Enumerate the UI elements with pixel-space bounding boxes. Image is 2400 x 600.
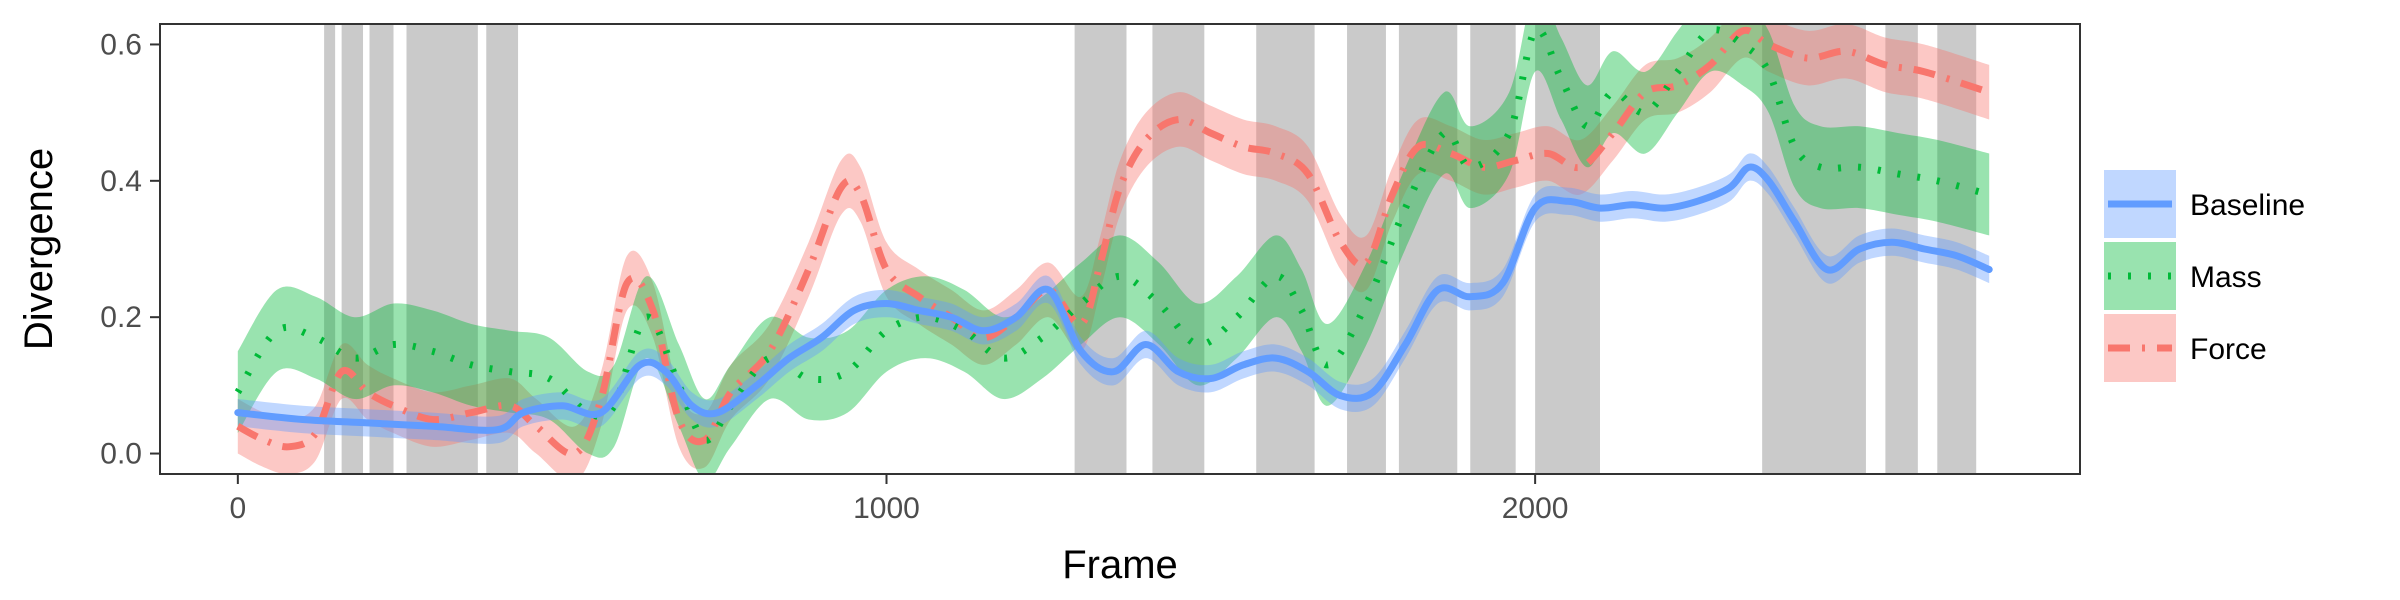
x-tick-label: 0 — [229, 492, 246, 525]
shaded-interval — [324, 24, 336, 474]
shaded-interval — [1470, 24, 1516, 474]
series-line-baseline — [234, 163, 1993, 434]
y-axis: 0.0 0.2 0.4 0.6 — [100, 28, 160, 471]
x-axis-title: Frame — [1062, 543, 1178, 587]
plot-panel-border — [159, 23, 2081, 475]
confidence-band-mass — [237, 24, 1990, 474]
shaded-interval — [486, 24, 519, 474]
shaded-interval — [1398, 24, 1458, 474]
legend-label-baseline: Baseline — [2190, 189, 2305, 222]
shaded-interval — [1152, 24, 1205, 474]
y-tick-label: 0.4 — [100, 165, 142, 198]
shaded-interval — [1256, 24, 1315, 474]
shaded-interval — [1937, 24, 1977, 474]
legend-label-mass: Mass — [2190, 261, 2262, 294]
x-axis: 0 1000 2000 — [229, 474, 1569, 525]
legend: Baseline Mass Force — [2104, 170, 2305, 382]
shaded-interval — [406, 24, 478, 474]
confidence-band-force — [237, 24, 1990, 474]
legend-label-force: Force — [2190, 333, 2267, 366]
y-tick-label: 0.2 — [100, 301, 142, 334]
y-axis-title: Divergence — [17, 148, 61, 350]
y-tick-label: 0.6 — [100, 28, 142, 61]
y-tick-label: 0.0 — [100, 438, 142, 471]
legend-key-mass — [2104, 242, 2176, 310]
x-tick-label: 2000 — [1502, 492, 1569, 525]
shaded-intervals — [324, 24, 1977, 474]
x-tick-label: 1000 — [853, 492, 920, 525]
series-lines — [234, 26, 1993, 458]
shaded-interval — [1535, 24, 1600, 474]
